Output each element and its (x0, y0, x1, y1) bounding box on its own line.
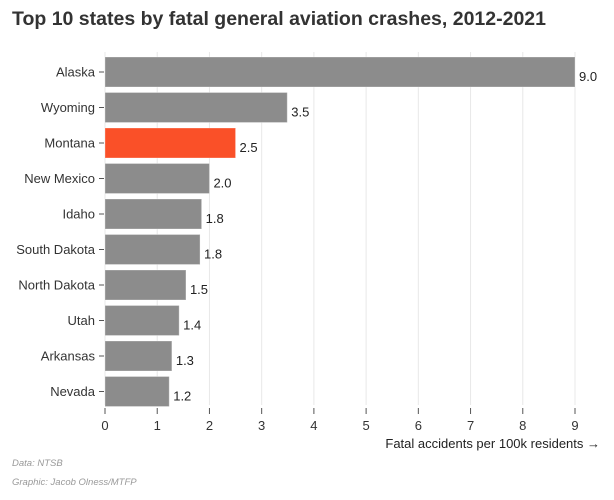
category-label: New Mexico (24, 171, 95, 186)
x-tick-label: 1 (154, 418, 161, 433)
x-tick-label: 0 (101, 418, 108, 433)
x-tick-label: 2 (206, 418, 213, 433)
source-note: Data: NTSB (12, 458, 63, 469)
data-label: 9.0 (579, 69, 597, 84)
category-label: Wyoming (41, 100, 95, 115)
bar (104, 163, 210, 194)
bar (104, 376, 170, 407)
data-label: 1.2 (173, 389, 191, 404)
category-label: Idaho (62, 207, 95, 222)
data-label: 1.8 (204, 247, 222, 262)
bar (104, 269, 187, 301)
category-label: South Dakota (16, 242, 96, 257)
bar (104, 340, 173, 372)
bar-chart: 0 1 2 3 4 5 6 7 8 9 Alaska 9.0 Wyoming 3.5 Montana 2.5 N… (16, 52, 600, 451)
x-tick-label: 6 (415, 418, 422, 433)
category-label: Arkansas (41, 349, 96, 364)
x-axis-label: Fatal accidents per 100k residents → (385, 436, 600, 451)
data-label: 1.3 (176, 353, 194, 368)
category-label: Montana (44, 136, 95, 151)
x-tick-label: 3 (258, 418, 265, 433)
data-label: 1.4 (183, 318, 201, 333)
bar (104, 92, 288, 123)
bar (104, 127, 237, 159)
x-tick-label: 8 (519, 418, 526, 433)
data-label: 2.0 (213, 176, 231, 191)
data-label: 1.8 (206, 211, 224, 226)
bar (104, 56, 576, 88)
data-label: 1.5 (190, 282, 208, 297)
data-label: 3.5 (291, 105, 309, 120)
bar (104, 198, 203, 230)
bar (104, 305, 180, 336)
category-label: North Dakota (18, 278, 95, 293)
chart-title: Top 10 states by fatal general aviation … (12, 8, 546, 30)
x-tick-label: 7 (467, 418, 474, 433)
category-label: Alaska (56, 65, 96, 80)
bar (104, 234, 201, 265)
x-tick-label: 4 (310, 418, 317, 433)
category-label: Nevada (50, 384, 96, 399)
data-label: 2.5 (240, 140, 258, 155)
category-label: Utah (68, 313, 95, 328)
x-tick-label: 5 (362, 418, 369, 433)
credit-note: Graphic: Jacob Olness/MTFP (12, 477, 137, 488)
x-tick-label: 9 (571, 418, 578, 433)
